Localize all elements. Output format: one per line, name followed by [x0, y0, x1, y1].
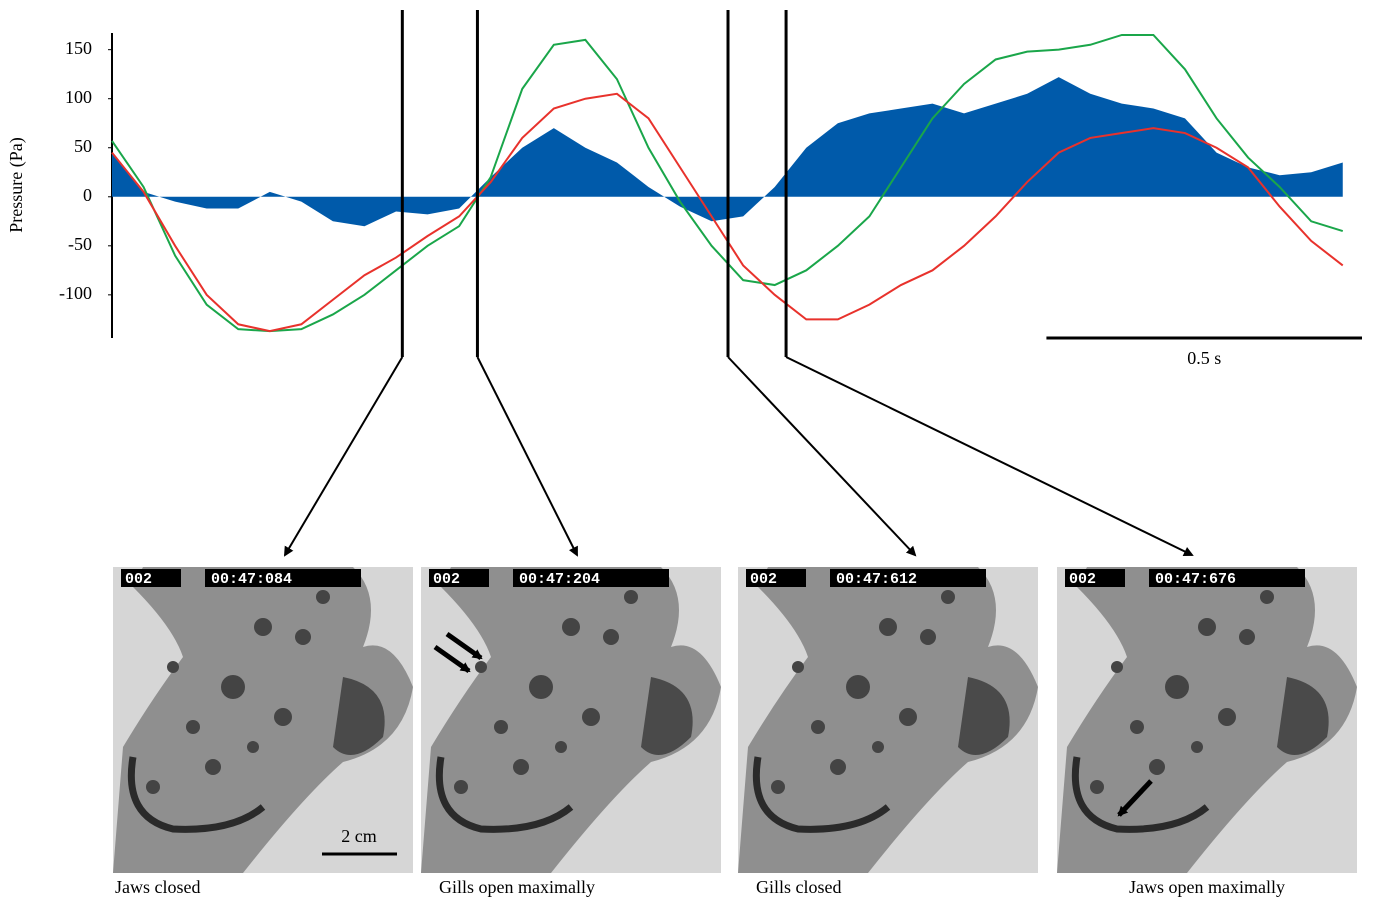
- photo-arrow: [445, 631, 483, 661]
- y-tick-label: 50: [74, 136, 92, 156]
- event-arrow: [727, 356, 917, 557]
- photo-panel: 002 00:47:676 Jaws open maximally: [1057, 567, 1357, 897]
- counter: 002: [433, 571, 460, 588]
- timestamp-box: [205, 569, 361, 587]
- photo-arrow: [433, 644, 471, 674]
- counter-box: [121, 569, 181, 587]
- scale-bar-label: 0.5 s: [1187, 348, 1221, 368]
- plot-area: -100 -50 0 50 100 150 0.5 s: [59, 10, 1362, 557]
- photo-panel: 002 00:47:612 Gills closed: [738, 567, 1038, 897]
- photo-panel: 002 00:47:204 Gills open maximally: [421, 567, 721, 897]
- caption: Gills open maximally: [439, 877, 595, 897]
- counter-box: [429, 569, 489, 587]
- counter-box: [746, 569, 806, 587]
- fish-photo: [738, 567, 1038, 873]
- timestamp: 00:47:204: [519, 571, 600, 588]
- counter: 002: [750, 571, 777, 588]
- fish-photo: [1057, 567, 1357, 873]
- timestamp: 00:47:084: [211, 571, 292, 588]
- event-arrow: [283, 356, 404, 557]
- fish-photo: [421, 567, 721, 873]
- caption: Jaws closed: [115, 877, 200, 897]
- photo-arrow: [1117, 779, 1153, 817]
- photo-panel: 002 00:47:084 Jaws closed 2 cm: [113, 567, 413, 897]
- photo-panels: 002 00:47:084 Jaws closed 2 cm 002 00:47:204 G…: [113, 567, 1357, 897]
- counter: 002: [1069, 571, 1096, 588]
- y-tick-label: -100: [59, 283, 92, 303]
- event-arrow: [476, 356, 578, 557]
- y-tick-label: 100: [65, 87, 92, 107]
- timestamp-box: [1149, 569, 1305, 587]
- y-tick-label: -50: [68, 234, 92, 254]
- event-arrow: [785, 356, 1194, 556]
- caption: Jaws open maximally: [1129, 877, 1285, 897]
- scale-label: 2 cm: [341, 826, 377, 846]
- timestamp-box: [830, 569, 986, 587]
- timestamp: 00:47:676: [1155, 571, 1236, 588]
- counter-box: [1065, 569, 1125, 587]
- counter: 002: [125, 571, 152, 588]
- timestamp-box: [513, 569, 669, 587]
- y-tick-label: 150: [65, 38, 92, 58]
- y-axis-label: Pressure (Pa): [6, 137, 27, 232]
- y-tick-label: 0: [83, 185, 92, 205]
- caption: Gills closed: [756, 877, 842, 897]
- area: [112, 77, 1343, 227]
- timestamp: 00:47:612: [836, 571, 917, 588]
